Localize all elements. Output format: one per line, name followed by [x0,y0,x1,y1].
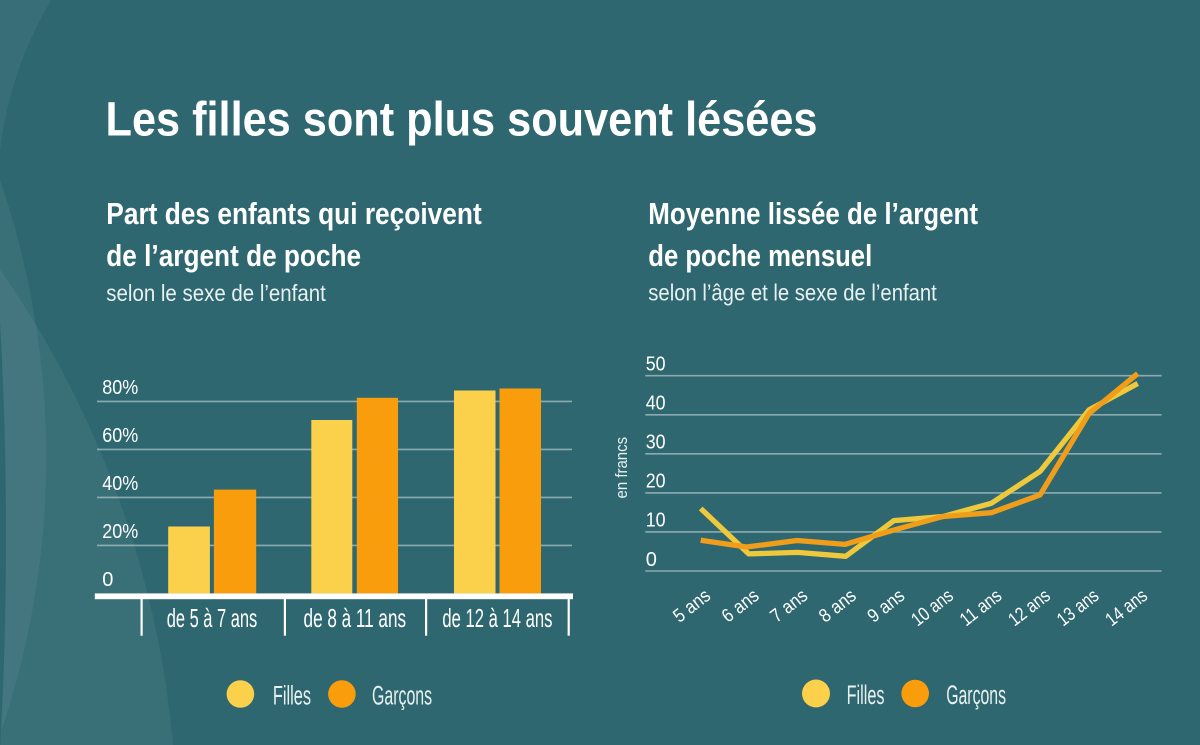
svg-text:20: 20 [646,471,666,493]
svg-text:20%: 20% [102,521,138,543]
svg-text:Garçons: Garçons [372,681,432,711]
svg-text:en francs: en francs [612,437,631,499]
svg-text:13 ans: 13 ans [1053,585,1103,630]
svg-text:de 5 à 7 ans: de 5 à 7 ans [167,603,258,633]
svg-text:7 ans: 7 ans [767,585,812,627]
svg-text:50: 50 [646,354,666,376]
svg-text:10: 10 [646,510,666,532]
svg-text:12 ans: 12 ans [1005,585,1055,630]
svg-text:de l’argent de poche: de l’argent de poche [106,238,361,273]
svg-text:11 ans: 11 ans [956,585,1006,630]
svg-text:14 ans: 14 ans [1102,585,1152,630]
svg-text:Moyenne lissée de l’argent: Moyenne lissée de l’argent [648,196,978,231]
svg-text:80%: 80% [102,377,138,399]
svg-text:60%: 60% [102,425,138,447]
svg-text:Part des enfants qui reçoivent: Part des enfants qui reçoivent [106,196,481,231]
svg-text:de 8 à 11 ans: de 8 à 11 ans [304,603,407,633]
svg-text:Filles: Filles [273,681,311,711]
svg-text:0: 0 [646,549,657,571]
svg-text:Garçons: Garçons [946,680,1006,710]
svg-text:selon l’âge et le sexe de l’en: selon l’âge et le sexe de l’enfant [648,280,937,306]
svg-text:5 ans: 5 ans [670,585,715,627]
svg-text:de poche mensuel: de poche mensuel [648,238,872,273]
svg-text:40: 40 [646,393,666,415]
svg-text:6 ans: 6 ans [718,585,763,627]
svg-text:de 12 à 14 ans: de 12 à 14 ans [442,603,552,633]
svg-text:0: 0 [102,569,113,591]
svg-text:Filles: Filles [847,680,885,710]
svg-text:8 ans: 8 ans [815,585,860,627]
svg-text:Les filles sont plus souvent l: Les filles sont plus souvent lésées [106,94,818,147]
svg-text:30: 30 [646,432,666,454]
svg-text:40%: 40% [102,473,138,495]
svg-text:10 ans: 10 ans [908,585,958,630]
svg-text:selon le sexe de l’enfant: selon le sexe de l’enfant [106,280,326,306]
svg-text:9 ans: 9 ans [864,585,909,627]
